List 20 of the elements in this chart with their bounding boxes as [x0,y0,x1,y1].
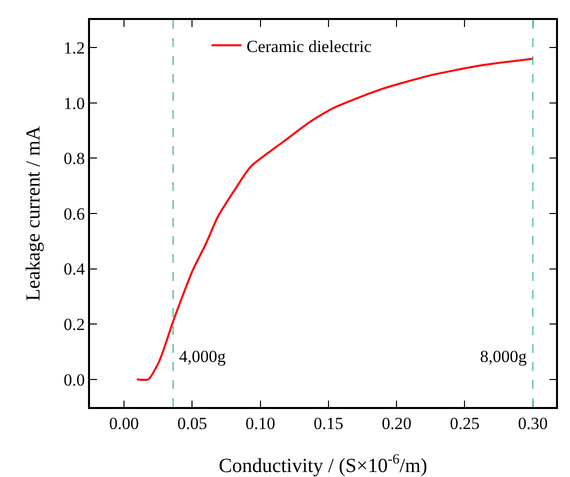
ref-line-label: 4,000g [179,347,226,366]
y-tick-label: 0.4 [64,260,86,279]
y-tick-label: 0.2 [64,315,85,334]
x-tick-label: 0.00 [109,414,139,434]
y-tick-label: 1.2 [64,38,85,58]
line-series [136,58,534,381]
x-tick-label: 0.25 [450,414,480,434]
ref-line-label: 8,000g [480,347,528,366]
y-tick-label: 1.0 [64,94,85,113]
x-tick-label: 0.15 [314,414,344,434]
x-axis-title: Conductivity / (S×10$^{-6}$/m) [218,452,428,477]
y-axis-title: Leakage current / mA [22,125,44,301]
legend-label: Ceramic dielectric [246,36,372,56]
x-tick-label: 0.05 [177,414,208,434]
x-tick-label: 0.20 [382,414,412,434]
y-tick-label: 0.0 [64,370,85,390]
y-tick-label: 0.8 [64,149,85,168]
x-tick-label: 0.30 [518,414,548,434]
y-tick-label: 0.6 [64,204,85,224]
x-tick-label: 0.10 [245,414,276,434]
